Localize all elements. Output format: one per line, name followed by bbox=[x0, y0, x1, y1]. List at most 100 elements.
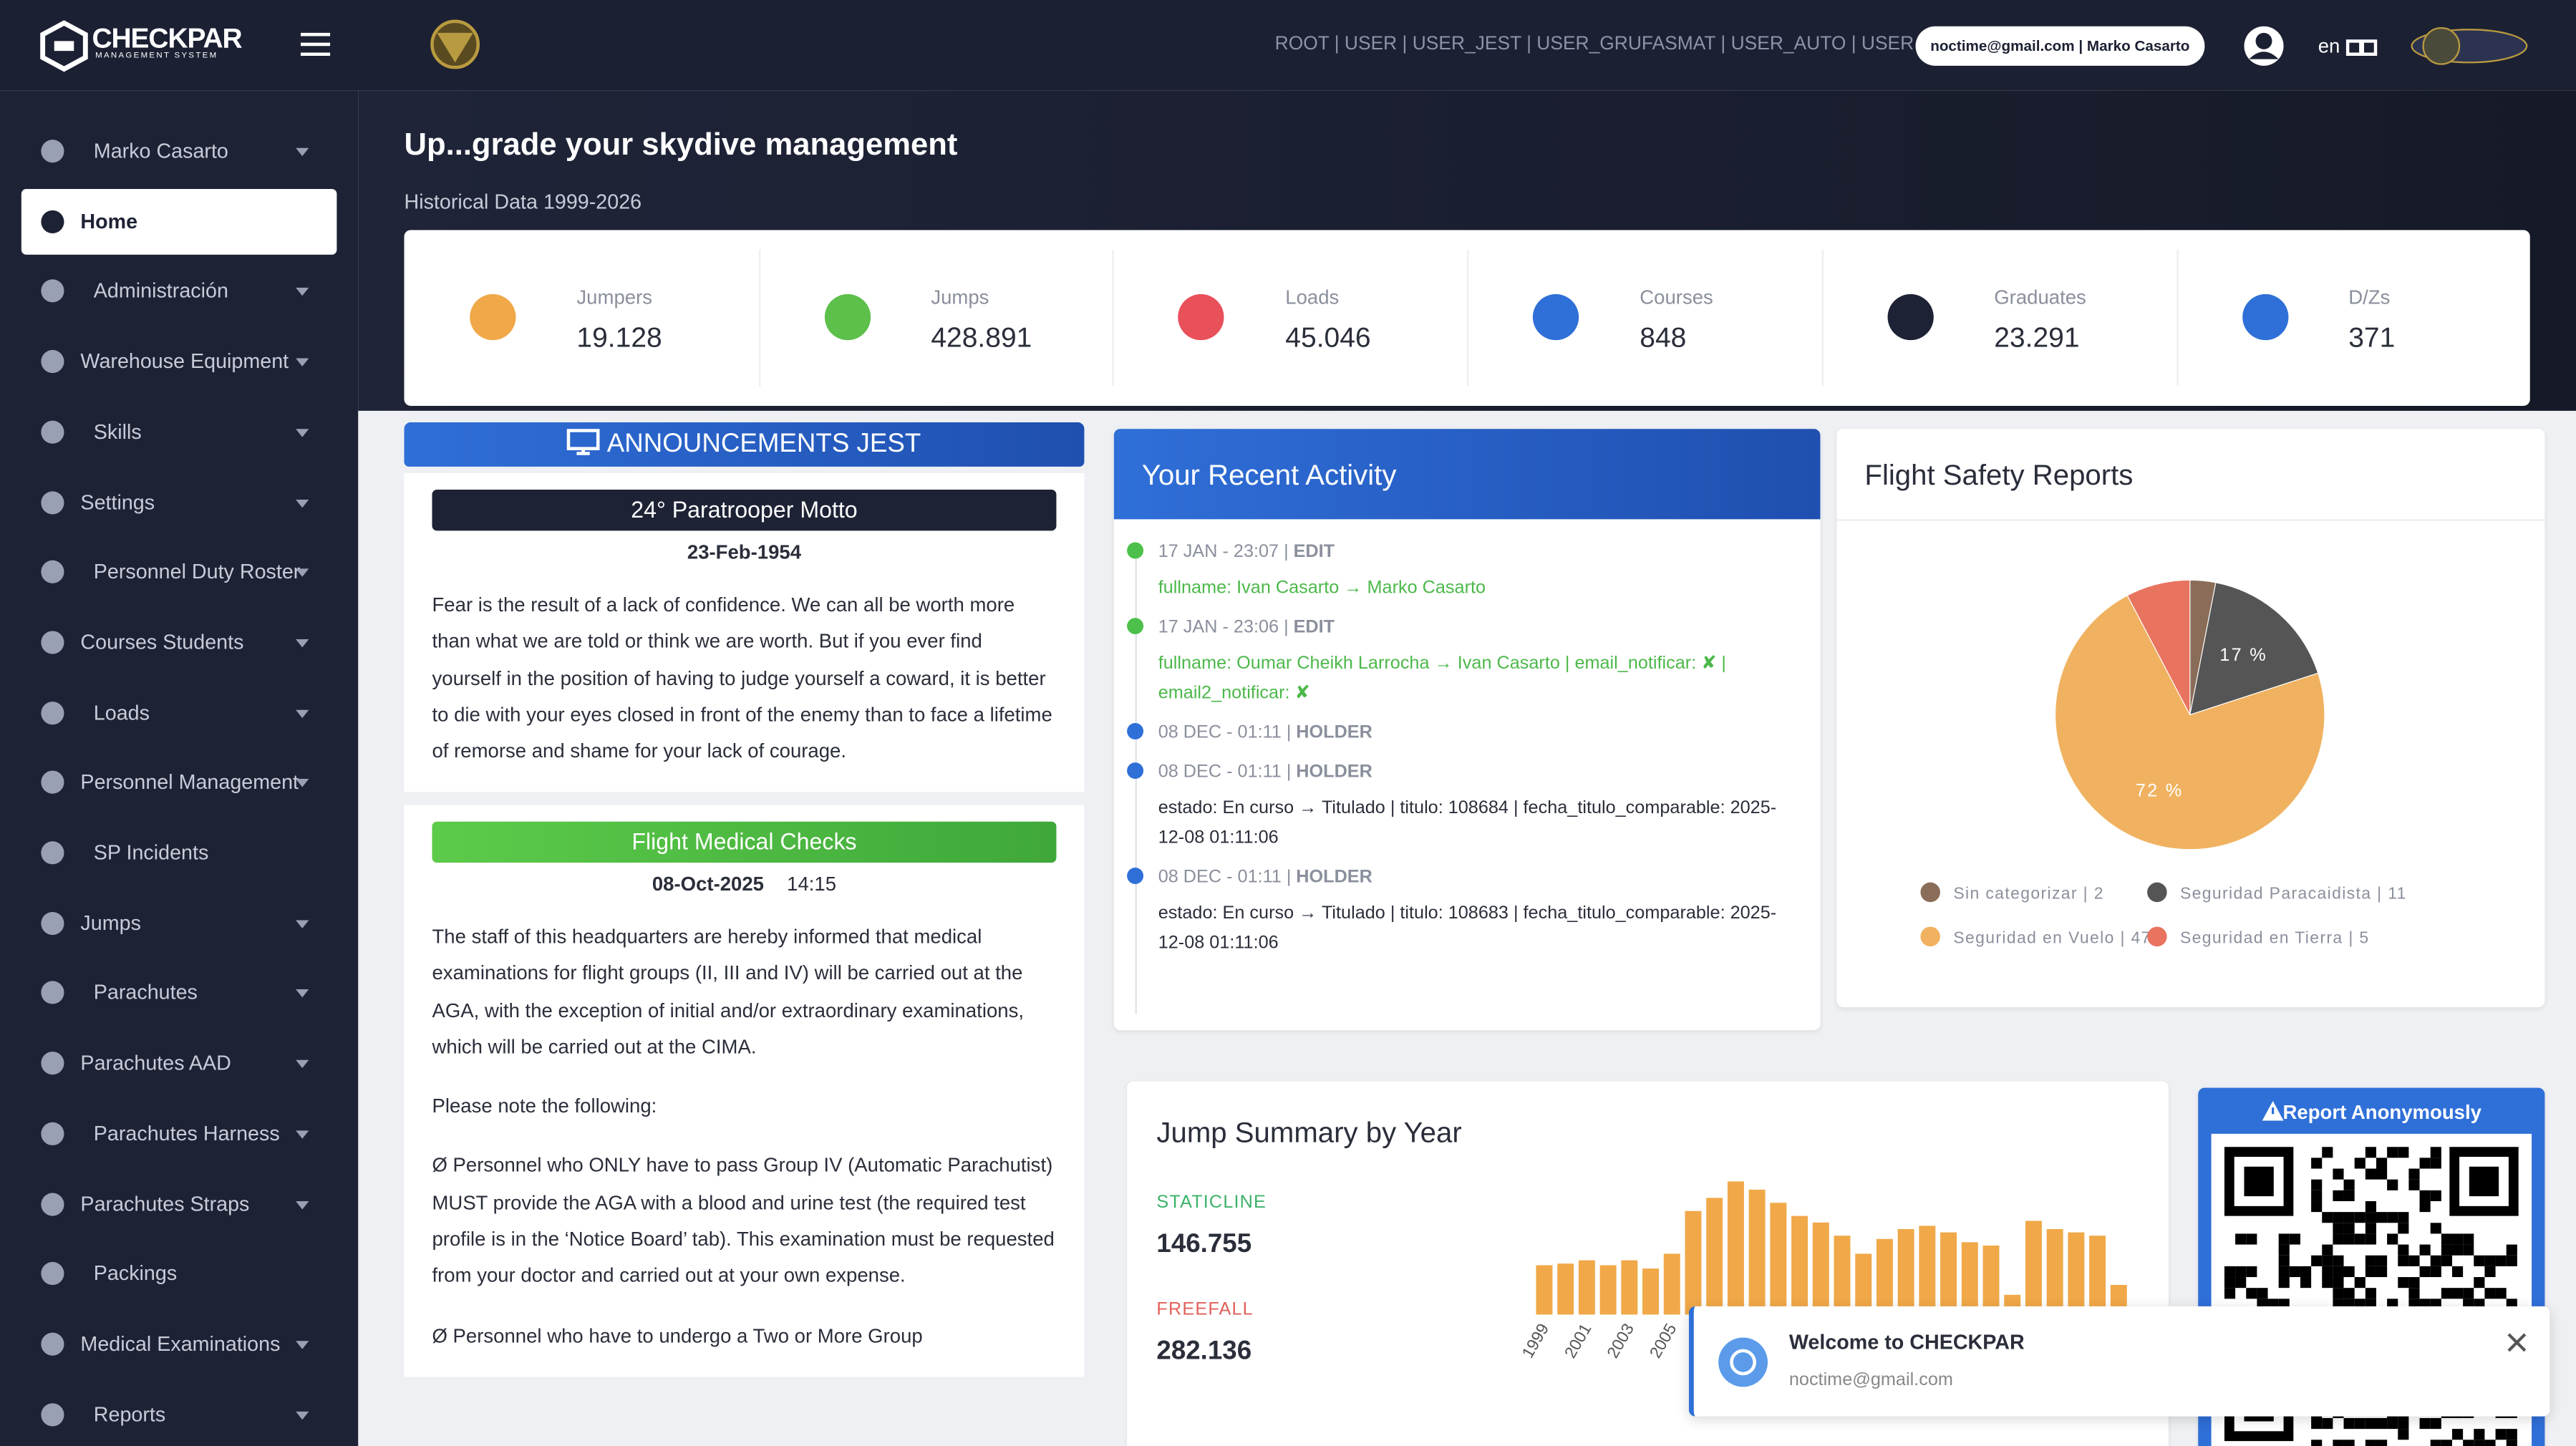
activity-item: 08 DEC - 01:11 | HOLDER estado: En curso →… bbox=[1114, 863, 1821, 958]
staticline-label: STATICLINE bbox=[1156, 1193, 1267, 1213]
nav-label: Jumps bbox=[80, 911, 141, 935]
nav-item[interactable]: Marko Casarto bbox=[21, 118, 337, 184]
bar bbox=[2068, 1232, 2085, 1315]
nav-item[interactable]: Parachutes Straps bbox=[21, 1171, 337, 1237]
announcement-title: Flight Medical Checks bbox=[432, 821, 1057, 863]
qr-module bbox=[2343, 1190, 2355, 1201]
nav-item[interactable]: Parachutes bbox=[21, 960, 337, 1026]
bar bbox=[1982, 1245, 2000, 1315]
logo-sub: MANAGEMENT SYSTEM bbox=[95, 51, 218, 61]
nav-item[interactable]: Jumps bbox=[21, 890, 337, 956]
qr-module bbox=[2430, 1417, 2441, 1430]
nav-item[interactable]: Personnel Management bbox=[21, 749, 337, 815]
activity-detail: fullname: Oumar Cheikh Larrocha → Ivan C… bbox=[1158, 654, 1726, 704]
nav-item[interactable]: Packings bbox=[21, 1241, 337, 1306]
nav-label: Home bbox=[80, 210, 138, 233]
nav-item[interactable]: Parachutes AAD bbox=[21, 1030, 337, 1096]
nav-item[interactable]: Skills bbox=[21, 399, 337, 465]
legend-label: Sin categorizar | 2 bbox=[1953, 884, 2104, 903]
nav-item[interactable]: Home bbox=[21, 188, 337, 255]
pie-slice bbox=[2126, 579, 2191, 715]
qr-module bbox=[2365, 1168, 2376, 1180]
nav-label: Personnel Management bbox=[80, 771, 299, 795]
nav-caret bbox=[296, 568, 309, 578]
nav-label: Packings bbox=[93, 1262, 178, 1286]
nav-item[interactable]: Administración bbox=[21, 258, 337, 324]
qr-module bbox=[2322, 1147, 2333, 1158]
qr-module bbox=[2408, 1288, 2420, 1299]
stat-value: 45.046 bbox=[1285, 321, 1371, 354]
freefall-label: FREEFALL bbox=[1156, 1299, 1254, 1320]
stats-card: Jumpers 19.128 Jumps 428.891 Loads 45.046 Cour… bbox=[404, 230, 2530, 406]
bar bbox=[2025, 1221, 2042, 1315]
qr-module bbox=[2506, 1440, 2517, 1446]
qr-module bbox=[2387, 1212, 2398, 1223]
nav-item[interactable]: SP Incidents bbox=[21, 820, 337, 885]
legend-label: Seguridad en Vuelo | 47 bbox=[1953, 928, 2151, 947]
bar bbox=[1642, 1268, 1660, 1315]
nav-icon bbox=[41, 490, 64, 514]
activity-action: HOLDER bbox=[1296, 867, 1372, 888]
stat-icon bbox=[470, 293, 516, 341]
nav-item[interactable]: Reports bbox=[21, 1382, 337, 1446]
bar bbox=[1897, 1228, 1914, 1315]
nav-item[interactable]: Personnel Duty Roster bbox=[21, 539, 337, 605]
legend-swatch bbox=[1920, 926, 1940, 947]
qr-module bbox=[2387, 1233, 2398, 1245]
bar bbox=[1855, 1253, 1872, 1315]
nav-icon bbox=[41, 1332, 64, 1356]
nav-item[interactable]: Settings bbox=[21, 469, 337, 535]
nav-item[interactable]: Warehouse Equipment bbox=[21, 329, 337, 394]
nav-item[interactable]: Parachutes Harness bbox=[21, 1100, 337, 1166]
pie-label: 17 % bbox=[2219, 645, 2267, 665]
toast-icon bbox=[1718, 1337, 1768, 1387]
qr-module bbox=[2376, 1212, 2388, 1223]
qr-module bbox=[2235, 1266, 2247, 1278]
legend-swatch bbox=[2147, 882, 2167, 903]
qr-module bbox=[2246, 1266, 2257, 1278]
qr-module bbox=[2257, 1288, 2268, 1299]
nav-icon bbox=[41, 350, 64, 374]
qr-module bbox=[2474, 1429, 2485, 1440]
timeline-line bbox=[1135, 553, 1137, 1014]
qr-module bbox=[2484, 1266, 2496, 1278]
nav-icon bbox=[41, 1192, 64, 1215]
menu-toggle[interactable] bbox=[300, 31, 331, 58]
language[interactable]: en bbox=[2318, 34, 2340, 58]
announcement-paragraph: Fear is the result of a lack of confiden… bbox=[432, 593, 1052, 763]
qr-module bbox=[2419, 1244, 2431, 1256]
qr-module bbox=[2365, 1266, 2376, 1278]
stat-value: 371 bbox=[2348, 321, 2396, 354]
toast-close[interactable] bbox=[2507, 1333, 2527, 1353]
bar bbox=[1876, 1238, 1893, 1315]
announcement-date: 08-Oct-2025 bbox=[652, 872, 765, 896]
qr-module bbox=[2376, 1266, 2388, 1278]
qr-module bbox=[2333, 1440, 2344, 1446]
qr-module bbox=[2354, 1277, 2366, 1289]
bar bbox=[1727, 1181, 1744, 1315]
announcement-paragraph: The staff of this headquarters are hereb… bbox=[432, 925, 1024, 1059]
nav-caret bbox=[296, 1059, 309, 1069]
qr-module bbox=[2419, 1158, 2431, 1169]
account-pill[interactable]: noctime@gmail.com | Marko Casarto bbox=[1915, 26, 2205, 66]
qr-module bbox=[2311, 1417, 2323, 1430]
activity-header bbox=[1113, 429, 1821, 520]
qr-module bbox=[2387, 1417, 2398, 1430]
bar bbox=[1599, 1265, 1617, 1315]
nav-item[interactable]: Loads bbox=[21, 679, 337, 745]
nav-caret bbox=[296, 779, 309, 788]
announcement-date-row: 08-Oct-2025 14:15 bbox=[404, 873, 1084, 896]
nav-item[interactable]: Courses Students bbox=[21, 609, 337, 675]
nav-caret bbox=[296, 288, 309, 297]
activity-detail: estado: En curso → Titulado | titulo: 10… bbox=[1158, 903, 1777, 954]
nav-item[interactable]: Medical Examinations bbox=[21, 1311, 337, 1377]
nav-icon bbox=[41, 1262, 64, 1286]
qr-module bbox=[2484, 1440, 2496, 1446]
activity-action: HOLDER bbox=[1296, 762, 1372, 782]
qr-module bbox=[2354, 1233, 2366, 1245]
bar bbox=[1557, 1263, 1574, 1315]
qr-module bbox=[2451, 1233, 2464, 1245]
stat-label: Courses bbox=[1640, 286, 1713, 309]
avatar[interactable] bbox=[2242, 24, 2285, 67]
bar bbox=[1621, 1260, 1638, 1315]
